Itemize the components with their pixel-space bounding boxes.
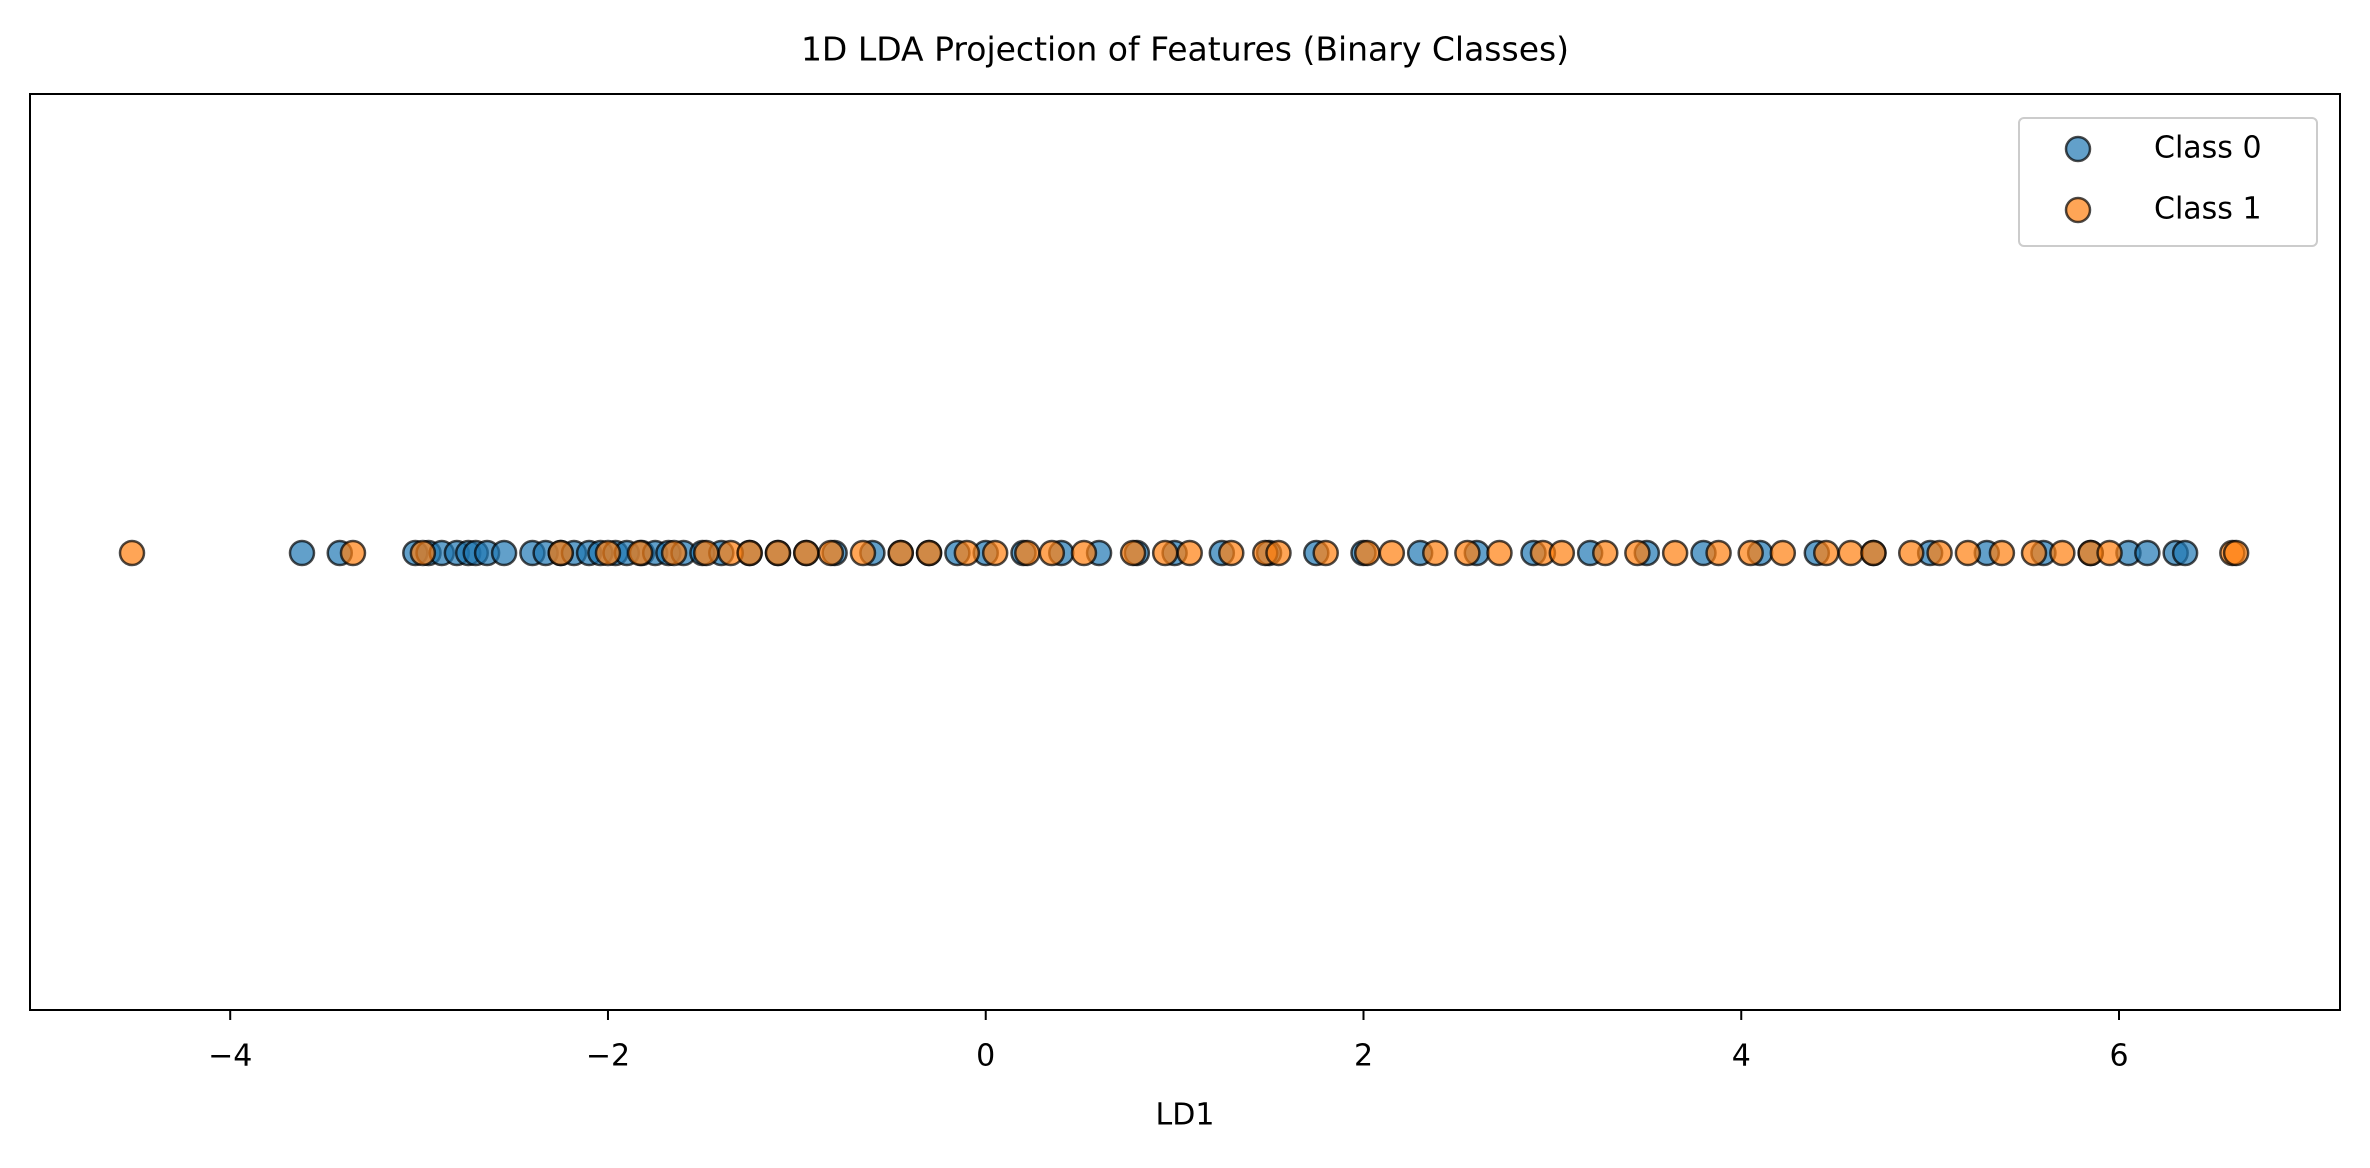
x-tick-label: 6 bbox=[2109, 1039, 2128, 1074]
data-point bbox=[594, 539, 622, 567]
data-point bbox=[118, 539, 146, 567]
data-point bbox=[288, 539, 316, 567]
data-point bbox=[849, 539, 877, 567]
data-point bbox=[764, 539, 792, 567]
data-point bbox=[2020, 539, 2048, 567]
legend-marker bbox=[2064, 196, 2092, 224]
data-point bbox=[1592, 539, 1619, 567]
x-axis-label: LD1 bbox=[1156, 1098, 1215, 1133]
data-point bbox=[626, 539, 654, 567]
legend-label: Class 0 bbox=[2154, 131, 2262, 166]
data-point bbox=[981, 539, 1009, 567]
data-point bbox=[1897, 539, 1925, 567]
data-point bbox=[1548, 539, 1576, 567]
data-point bbox=[1265, 539, 1292, 567]
x-tick-label: −4 bbox=[208, 1039, 252, 1074]
data-point bbox=[1378, 539, 1406, 567]
data-point bbox=[1354, 539, 1381, 567]
x-tick-label: 4 bbox=[1732, 1039, 1751, 1074]
x-tick-label: −2 bbox=[586, 1039, 630, 1074]
data-point bbox=[1151, 539, 1179, 567]
data-point bbox=[1769, 539, 1797, 567]
data-point bbox=[1860, 539, 1887, 567]
legend-box bbox=[2018, 117, 2318, 247]
data-point bbox=[1218, 539, 1245, 567]
data-point bbox=[1624, 539, 1651, 567]
data-point bbox=[692, 539, 720, 567]
data-point bbox=[1422, 539, 1449, 567]
data-point bbox=[1014, 539, 1041, 567]
data-point bbox=[1454, 539, 1481, 567]
data-point bbox=[1119, 539, 1147, 567]
data-point bbox=[1176, 539, 1203, 567]
data-point bbox=[1070, 539, 1098, 567]
data-point bbox=[736, 539, 763, 567]
data-point bbox=[887, 539, 914, 567]
legend-label: Class 1 bbox=[2154, 192, 2262, 227]
data-point bbox=[1661, 539, 1689, 567]
data-point bbox=[2134, 539, 2161, 567]
data-point bbox=[2049, 539, 2076, 567]
data-point bbox=[1486, 539, 1513, 567]
data-point bbox=[1926, 539, 1953, 567]
data-point bbox=[1312, 539, 1339, 567]
data-point bbox=[1038, 539, 1066, 567]
legend-marker bbox=[2064, 135, 2092, 163]
data-point bbox=[1737, 539, 1764, 567]
data-point bbox=[2171, 539, 2199, 567]
data-point bbox=[547, 539, 575, 567]
x-tick-label: 2 bbox=[1354, 1039, 1373, 1074]
data-point bbox=[1705, 539, 1732, 567]
data-point bbox=[817, 539, 845, 567]
data-point bbox=[2222, 539, 2250, 567]
data-point bbox=[1812, 539, 1840, 567]
axes-frame bbox=[29, 93, 2341, 1011]
data-point bbox=[660, 539, 688, 567]
data-point bbox=[2096, 539, 2123, 567]
data-point bbox=[409, 539, 437, 567]
data-point bbox=[339, 539, 367, 567]
chart-title: 1D LDA Projection of Features (Binary Cl… bbox=[801, 30, 1569, 69]
data-point bbox=[953, 539, 981, 567]
data-point bbox=[1988, 539, 2016, 567]
data-point bbox=[1954, 539, 1982, 567]
data-point bbox=[793, 539, 820, 567]
data-point bbox=[1837, 539, 1865, 567]
x-tick-label: 0 bbox=[976, 1039, 995, 1074]
data-point bbox=[915, 539, 943, 567]
data-point bbox=[490, 539, 518, 567]
